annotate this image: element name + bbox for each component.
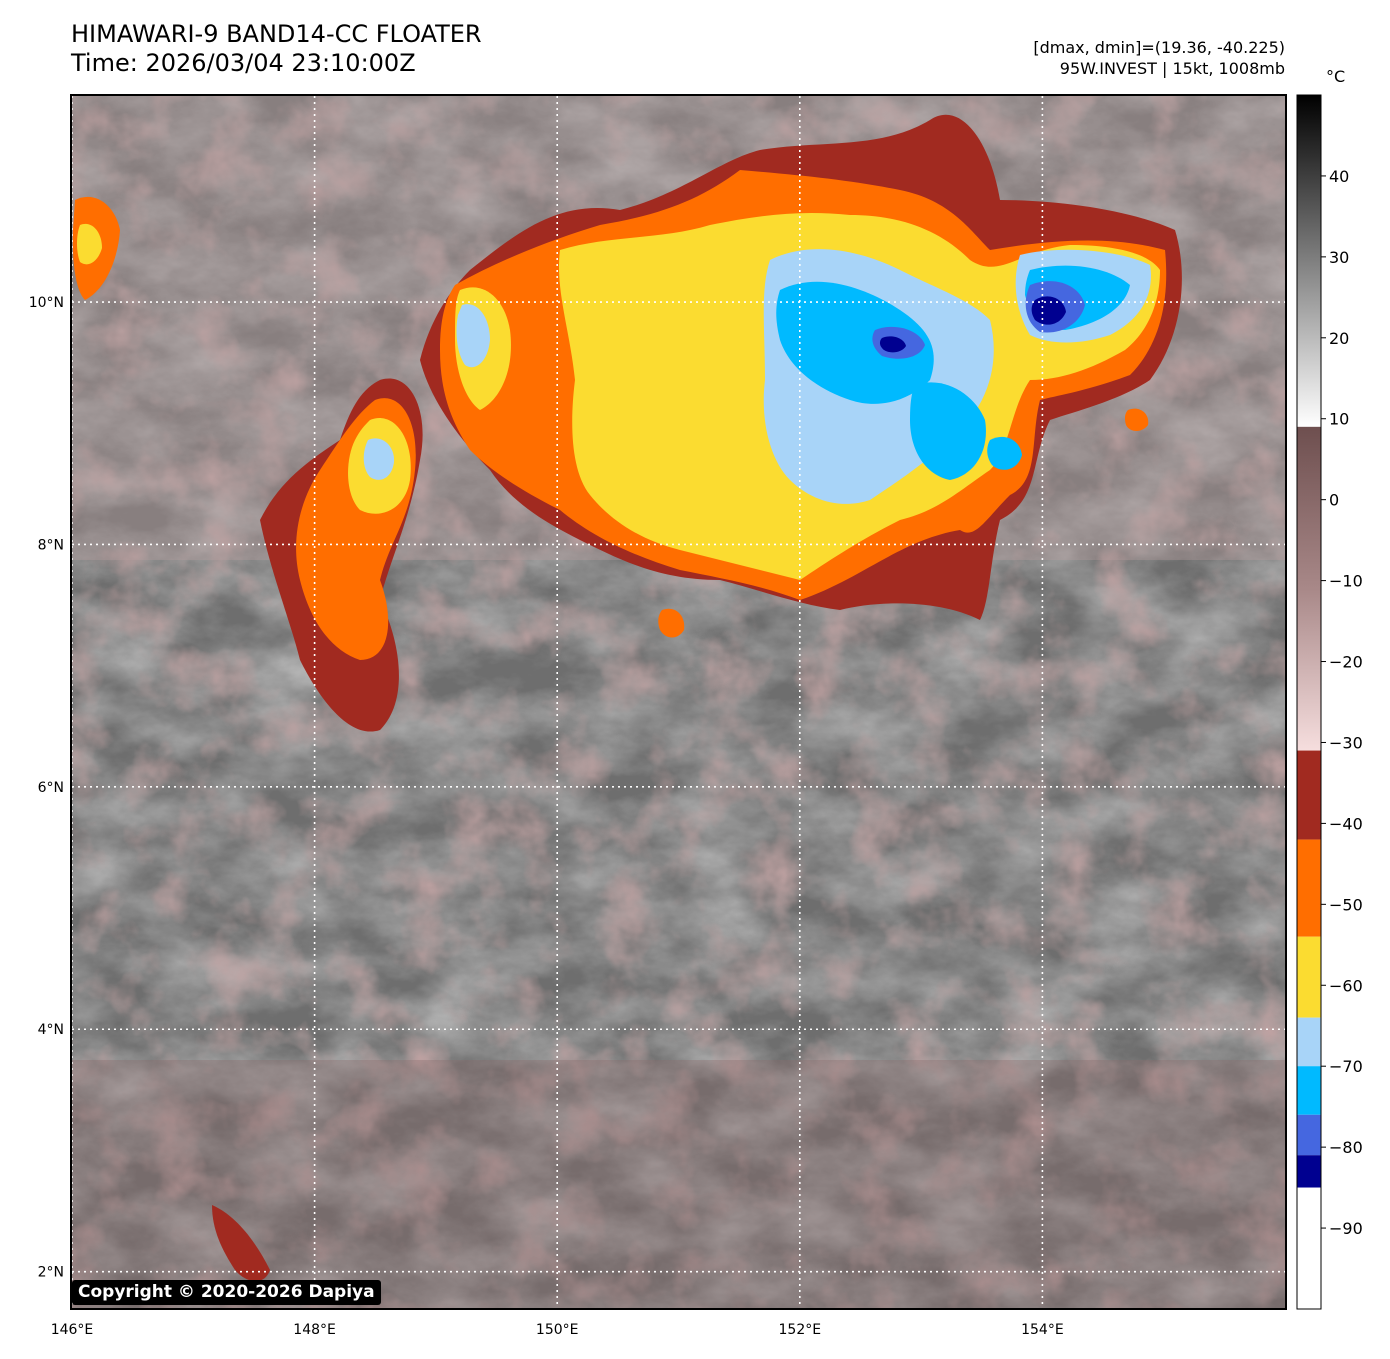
colorbar-segment	[1297, 839, 1321, 937]
convection-west-blue	[456, 304, 490, 368]
convection-east-orange-dot	[1124, 408, 1149, 431]
colorbar-segment	[1297, 426, 1321, 751]
convection-sw-red	[212, 1205, 270, 1282]
axis-labels: 146°E 148°E 150°E 152°E 154°E 10°N 8°N 6°N 4°N 2°…	[29, 295, 1064, 1338]
longitude-label: 152°E	[779, 1322, 822, 1338]
colorbar-tick-label: −80	[1329, 1138, 1363, 1157]
longitude-label: 146°E	[51, 1322, 94, 1338]
colorbar-segment	[1297, 936, 1321, 1018]
latitude-label: 10°N	[29, 295, 64, 311]
colorbar-segment	[1297, 95, 1321, 427]
latitude-label: 4°N	[38, 1022, 64, 1038]
convection-cyan-south	[910, 382, 986, 480]
colorbar-tick-label: 40	[1329, 167, 1349, 186]
colorbar-tick-labels: 40 30 20 10 0 −10 −20 −30 −40 −50 −60 −70 −80 −90	[1321, 167, 1363, 1238]
stats-text: [dmax, dmin]=(19.36, -40.225)	[1033, 38, 1285, 57]
colorbar-segment	[1297, 1066, 1321, 1115]
longitude-label: 154°E	[1021, 1322, 1064, 1338]
colorbar-tick-label: 30	[1329, 248, 1349, 267]
colorbar-unit: °C	[1326, 67, 1346, 86]
convection-nw-yellow	[77, 223, 102, 265]
info-block: [dmax, dmin]=(19.36, -40.225) 95W.INVEST…	[1033, 37, 1285, 79]
colorbar-frame	[1296, 94, 1322, 1310]
colorbar-tick-label: 10	[1329, 410, 1349, 429]
colorbar-segment	[1297, 1017, 1321, 1067]
plot-frame	[70, 94, 1287, 1310]
southern-cloud-field	[72, 1060, 1285, 1308]
storm-text: 95W.INVEST | 15kt, 1008mb	[1059, 59, 1285, 78]
title-line-1: HIMAWARI-9 BAND14-CC FLOATER	[71, 20, 482, 48]
colorbar-tick-label: −70	[1329, 1057, 1363, 1076]
latitude-label: 8°N	[38, 537, 64, 553]
convection-cyan	[776, 281, 934, 404]
convection-navy-core2	[879, 336, 906, 353]
colorbar-tick-label: −60	[1329, 976, 1363, 995]
colorbar-tick-label: −10	[1329, 572, 1363, 591]
colorbar-tick-label: 20	[1329, 329, 1349, 348]
latitude-label: 2°N	[38, 1265, 64, 1281]
colorbar-tick-label: −50	[1329, 895, 1363, 914]
imagery-layer	[72, 96, 1285, 1308]
colorbar-tick-label: 0	[1329, 491, 1339, 510]
colorbar-tick-label: −40	[1329, 814, 1363, 833]
convection-west-blue2	[363, 438, 395, 480]
colorbar-tick-label: −30	[1329, 733, 1363, 752]
longitude-label: 150°E	[536, 1322, 579, 1338]
colorbar-segment	[1297, 1187, 1321, 1309]
latitude-label: 6°N	[38, 780, 64, 796]
convection-small-blue	[987, 436, 1022, 470]
title-line-2: Time: 2026/03/04 23:10:00Z	[71, 49, 416, 77]
colorbar-tick-label: −90	[1329, 1219, 1363, 1238]
colorbar	[1297, 95, 1321, 1309]
convection-small-orange-south	[658, 608, 685, 638]
colorbar-segment	[1297, 1155, 1321, 1188]
colorbar-tick-label: −20	[1329, 653, 1363, 672]
longitude-label: 148°E	[293, 1322, 336, 1338]
convection-navy-core	[1031, 296, 1066, 325]
colorbar-segment	[1297, 1114, 1321, 1156]
chart-title: HIMAWARI-9 BAND14-CC FLOATER Time: 2026/…	[71, 20, 482, 78]
copyright-label: Copyright © 2020-2026 Dapiya	[72, 1280, 381, 1305]
colorbar-segment	[1297, 750, 1321, 840]
